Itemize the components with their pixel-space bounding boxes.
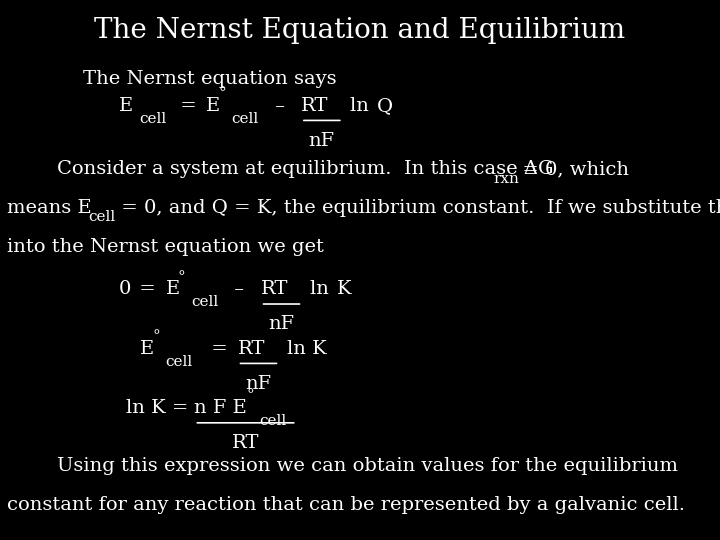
Text: cell: cell xyxy=(88,211,115,225)
Text: 0: 0 xyxy=(119,280,131,298)
Text: ln: ln xyxy=(310,280,335,298)
Text: RT: RT xyxy=(232,434,259,452)
Text: nF: nF xyxy=(269,315,294,333)
Text: RT: RT xyxy=(261,280,288,298)
Text: The Nernst Equation and Equilibrium: The Nernst Equation and Equilibrium xyxy=(94,17,626,44)
Text: RT: RT xyxy=(301,97,328,114)
Text: cell: cell xyxy=(191,295,218,309)
Text: The Nernst equation says: The Nernst equation says xyxy=(83,70,336,88)
Text: °: ° xyxy=(153,329,161,343)
Text: constant for any reaction that can be represented by a galvanic cell.: constant for any reaction that can be re… xyxy=(7,496,685,514)
Text: Consider a system at equilibrium.  In this case ΔG: Consider a system at equilibrium. In thi… xyxy=(7,160,554,178)
Text: E: E xyxy=(140,340,155,357)
Text: K: K xyxy=(337,280,351,298)
Text: cell: cell xyxy=(166,355,193,369)
Text: nF: nF xyxy=(246,375,271,393)
Text: –: – xyxy=(269,97,291,114)
Text: nF: nF xyxy=(309,132,335,150)
Text: rxn: rxn xyxy=(494,172,520,186)
Text: ln K: ln K xyxy=(287,340,326,357)
Text: °: ° xyxy=(218,86,226,100)
Text: °: ° xyxy=(178,270,186,284)
Text: E: E xyxy=(119,97,133,114)
Text: E: E xyxy=(166,280,180,298)
Text: Q: Q xyxy=(377,97,393,114)
Text: n F E: n F E xyxy=(194,399,247,417)
Text: =: = xyxy=(174,97,202,114)
Text: ln K =: ln K = xyxy=(126,399,194,417)
Text: =: = xyxy=(133,280,162,298)
Text: RT: RT xyxy=(238,340,265,357)
Text: cell: cell xyxy=(259,414,287,428)
Text: = 0, which: = 0, which xyxy=(516,160,629,178)
Text: = 0, and Q = K, the equilibrium constant.  If we substitute this: = 0, and Q = K, the equilibrium constant… xyxy=(115,199,720,217)
Text: Using this expression we can obtain values for the equilibrium: Using this expression we can obtain valu… xyxy=(7,457,678,475)
Text: °: ° xyxy=(246,389,254,403)
Text: into the Nernst equation we get: into the Nernst equation we get xyxy=(7,238,324,255)
Text: cell: cell xyxy=(139,112,166,126)
Text: means E: means E xyxy=(7,199,92,217)
Text: –: – xyxy=(228,280,251,298)
Text: =: = xyxy=(205,340,234,357)
Text: ln: ln xyxy=(350,97,375,114)
Text: E: E xyxy=(206,97,220,114)
Text: cell: cell xyxy=(231,112,258,126)
